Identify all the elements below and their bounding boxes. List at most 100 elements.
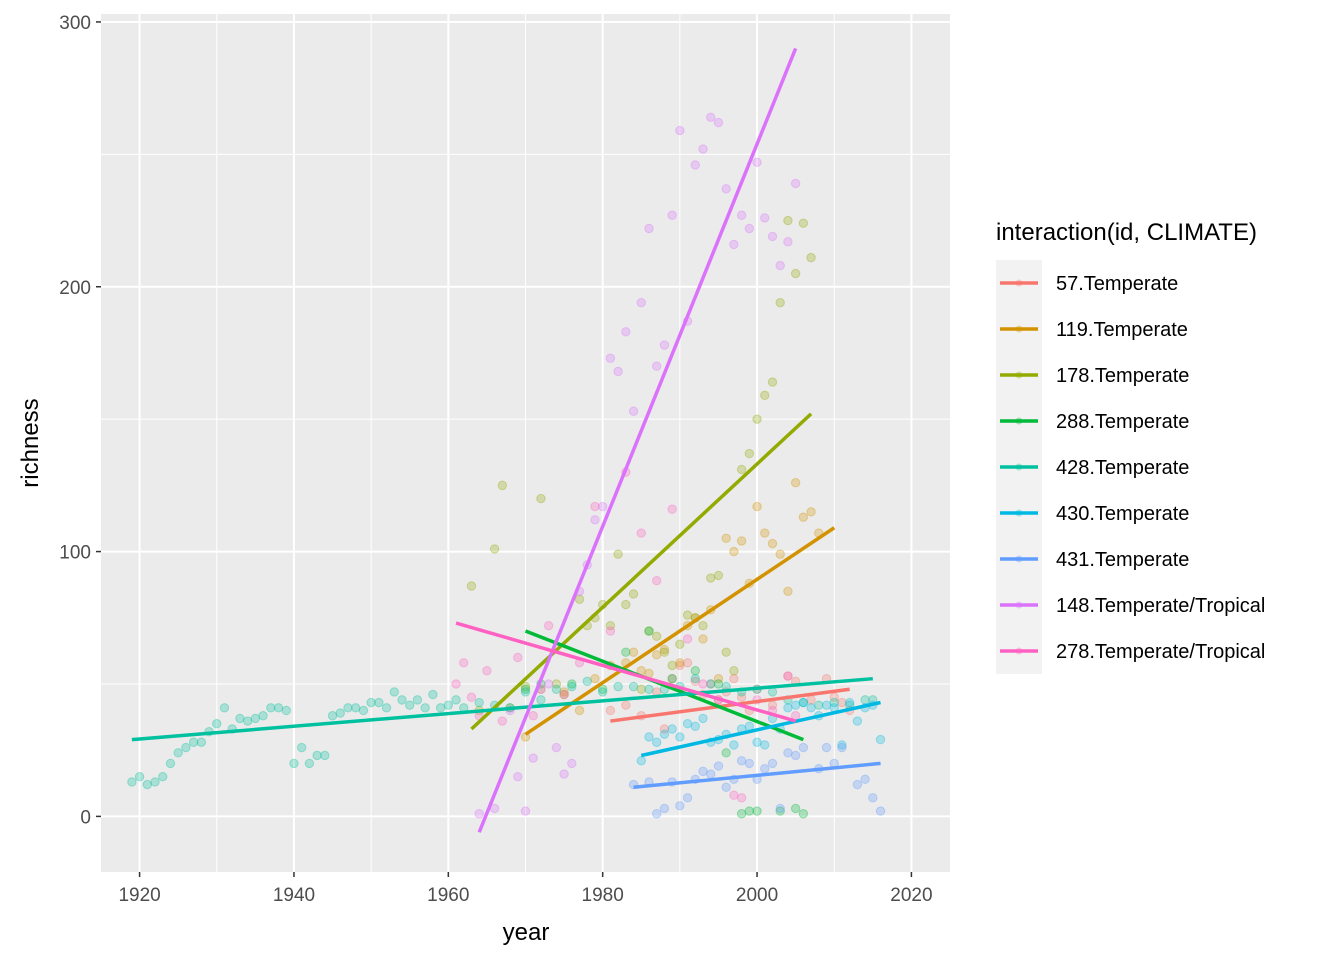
- data-point: [713, 673, 724, 684]
- data-point: [698, 621, 708, 631]
- legend-label: 430.Temperate: [1056, 503, 1189, 525]
- data-point: [621, 599, 631, 610]
- data-point: [783, 215, 793, 226]
- data-point: [814, 700, 824, 710]
- data-point: [142, 779, 153, 790]
- data-point: [860, 774, 870, 785]
- data-point: [621, 647, 631, 657]
- data-point: [783, 586, 793, 596]
- data-point: [706, 679, 716, 689]
- data-point: [551, 684, 562, 694]
- data-point: [775, 803, 785, 814]
- data-point: [281, 705, 291, 716]
- data-point: [790, 478, 801, 488]
- legend-label: 178.Temperate: [1056, 365, 1189, 387]
- y-tick-label: 300: [59, 13, 91, 34]
- data-point: [335, 708, 345, 718]
- data-point: [729, 673, 739, 684]
- data-point: [266, 703, 276, 713]
- data-point: [713, 761, 724, 771]
- fit-line: [470, 412, 813, 731]
- data-point: [821, 742, 832, 753]
- data-point: [675, 732, 685, 742]
- data-point: [806, 252, 816, 263]
- data-point: [744, 758, 755, 769]
- data-point: [682, 634, 693, 644]
- data-point: [736, 536, 747, 546]
- data-point: [744, 806, 755, 816]
- data-point: [721, 533, 731, 544]
- legend-key-point: [1015, 417, 1023, 425]
- data-point: [652, 631, 662, 642]
- data-point: [235, 713, 245, 724]
- data-point: [528, 711, 538, 721]
- data-point: [713, 570, 724, 581]
- data-point: [312, 750, 322, 761]
- data-point: [682, 719, 693, 729]
- data-point: [706, 573, 716, 583]
- data-point: [374, 697, 384, 708]
- data-point: [513, 652, 523, 663]
- legend-key-point: [1015, 601, 1023, 609]
- data-point: [381, 703, 392, 713]
- data-point: [389, 687, 399, 697]
- y-tick-label: 0: [80, 807, 91, 828]
- data-point: [675, 660, 685, 671]
- data-point: [412, 695, 423, 705]
- data-point: [451, 679, 461, 689]
- data-point: [520, 806, 531, 816]
- legend-label: 288.Temperate: [1056, 411, 1189, 433]
- data-point: [644, 626, 654, 636]
- data-point: [752, 157, 762, 167]
- data-point: [829, 697, 839, 708]
- data-point: [721, 647, 731, 657]
- data-point: [628, 681, 639, 692]
- data-point: [729, 666, 739, 676]
- data-point: [188, 737, 199, 747]
- data-point: [875, 806, 886, 816]
- data-point: [767, 377, 778, 387]
- data-point: [798, 697, 809, 708]
- data-point: [605, 626, 616, 636]
- data-point: [613, 549, 623, 559]
- data-point: [706, 769, 716, 779]
- data-point: [667, 724, 677, 734]
- fit-lines: [131, 47, 881, 833]
- data-point: [304, 758, 315, 769]
- data-point: [351, 703, 361, 713]
- data-point: [760, 740, 770, 750]
- data-point: [435, 703, 446, 713]
- fit-line: [524, 526, 836, 736]
- data-point: [559, 689, 569, 700]
- data-point: [489, 544, 500, 554]
- data-point: [659, 644, 670, 655]
- data-point: [520, 684, 531, 694]
- data-point: [628, 647, 639, 657]
- legend-label: 278.Temperate/Tropical: [1056, 641, 1265, 663]
- data-point: [150, 777, 160, 787]
- data-point: [752, 414, 762, 424]
- data-point: [729, 546, 739, 557]
- x-axis-label: year: [503, 919, 550, 946]
- data-point: [729, 790, 739, 800]
- data-point: [513, 771, 523, 782]
- data-point: [451, 695, 461, 705]
- data-point: [343, 703, 353, 713]
- data-point: [775, 806, 785, 816]
- data-point: [798, 218, 809, 228]
- fit-line: [477, 47, 798, 833]
- data-point: [466, 581, 477, 591]
- data-point: [644, 626, 654, 636]
- data-point: [605, 353, 616, 363]
- data-point: [783, 748, 793, 758]
- data-point: [158, 771, 168, 782]
- data-point: [752, 501, 762, 512]
- data-point: [790, 700, 801, 710]
- data-point: [250, 713, 261, 724]
- data-point: [698, 766, 708, 777]
- legend-key-point: [1015, 509, 1023, 517]
- data-point: [628, 589, 639, 599]
- x-tick-label: 2000: [736, 885, 778, 906]
- data-point: [736, 210, 747, 220]
